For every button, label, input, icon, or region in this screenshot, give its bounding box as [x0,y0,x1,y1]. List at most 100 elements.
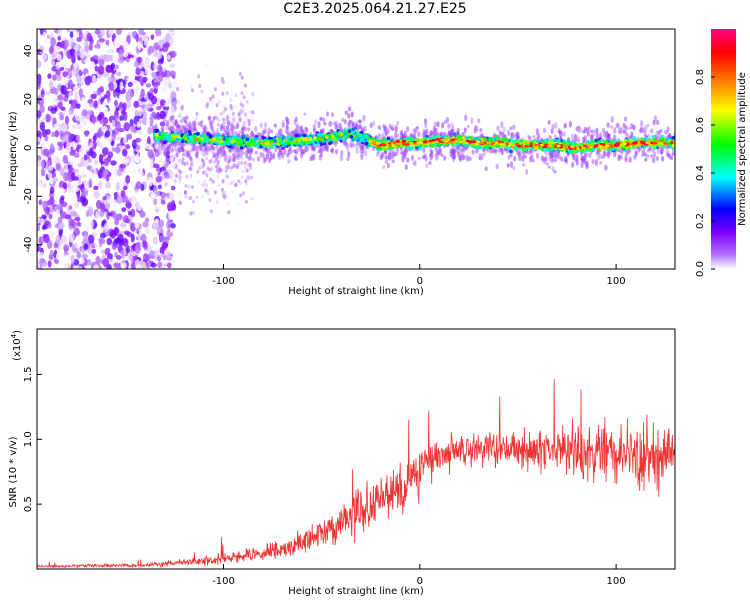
heatmap-cell [100,249,105,254]
heatmap-cell [251,92,255,97]
heatmap-cell [66,182,72,189]
heatmap-cell [37,262,41,269]
heatmap-cell [651,156,656,164]
heatmap-cell [188,221,192,226]
heatmap-cell [167,210,173,221]
heatmap-cell [95,95,102,101]
heatmap-cell [491,147,495,154]
heatmap-cell [312,128,316,133]
heatmap-cell [585,161,589,165]
heatmap-cell [229,123,234,131]
heatmap-cell [178,114,182,119]
heatmap-cell [171,140,176,144]
heatmap-cell [103,222,110,233]
heatmap-cell [157,184,162,190]
heatmap-cell [80,37,86,47]
heatmap-cell [196,169,200,174]
heatmap-cell [545,152,549,157]
heatmap-cell [346,157,350,161]
heatmap-cell [396,120,400,126]
heatmap-cell [259,122,263,129]
heatmap-cell [37,229,40,239]
heatmap-cell [229,111,233,116]
heatmap-cell [254,150,258,155]
heatmap-cell [226,120,231,125]
heatmap-cell [88,219,94,230]
heatmap-cell [503,134,507,139]
heatmap-cell [530,153,534,160]
heatmap-cell [270,129,274,134]
heatmap-cell [570,133,575,141]
heatmap-cell [78,68,82,77]
heatmap-cell [220,187,224,192]
heatmap-cell [507,129,511,137]
heatmap-cell [522,163,526,167]
heatmap-cell [127,210,132,216]
heatmap-cell [37,203,42,212]
heatmap-cell [495,163,499,170]
heatmap-cell [71,54,76,64]
heatmap-cell [57,101,63,109]
heatmap-cell [94,44,101,49]
heatmap-cell [216,200,220,205]
heatmap-cell [548,135,552,140]
heatmap-cell [353,126,357,131]
heatmap-cell [175,153,179,158]
heatmap-cell [179,110,183,115]
heatmap-cell [296,123,300,130]
heatmap-cell [134,218,140,229]
heatmap-cell [107,151,114,159]
heatmap-cell [164,196,169,203]
heatmap-cell [82,160,88,167]
heatmap-cell [74,91,79,101]
heatmap-cell [159,235,165,242]
heatmap-cell [97,65,105,75]
heatmap-cell [183,116,187,124]
heatmap-cell [217,183,221,188]
heatmap-cell [122,136,128,145]
heatmap-cell [43,167,49,172]
heatmap-cell [80,144,85,152]
heatmap-cell [51,98,58,105]
heatmap-cell [550,152,554,159]
heatmap-cell [181,153,186,157]
heatmap-cell [147,126,153,135]
heatmap-cell [574,158,578,163]
heatmap-cell [580,161,584,169]
heatmap-cell [59,166,65,177]
heatmap-cell [94,29,101,35]
heatmap-cell [120,223,127,228]
heatmap-cell [42,31,47,40]
heatmap-cell [477,118,481,124]
heatmap-cell [102,196,107,201]
heatmap-cell [136,121,141,129]
heatmap-cell [92,181,99,186]
heatmap-cell [135,67,141,76]
heatmap-cell [73,152,81,158]
heatmap-cell [211,179,215,184]
heatmap-cell [211,94,215,99]
heatmap-cell [166,156,170,164]
heatmap-cell [245,168,249,173]
heatmap-cell [59,115,64,121]
heatmap-cell [615,122,619,129]
heatmap-cell [463,127,467,134]
heatmap-cell [191,120,196,128]
heatmap-cell [216,159,220,166]
heatmap-cell [536,129,540,137]
heatmap-cell [230,106,234,111]
heatmap-cell [224,165,228,170]
heatmap-cell [64,115,70,125]
heatmap-cell [226,202,230,207]
heatmap-cell [452,152,457,160]
heatmap-cell [73,44,80,52]
heatmap-cell [37,224,41,232]
heatmap-cell [243,165,247,170]
heatmap-cell [152,228,158,235]
heatmap-cell [421,155,426,160]
heatmap-cell [42,200,49,210]
heatmap-cell [138,29,144,36]
heatmap-cell [211,128,215,133]
heatmap-cell [196,159,200,164]
heatmap-cell [413,160,417,167]
